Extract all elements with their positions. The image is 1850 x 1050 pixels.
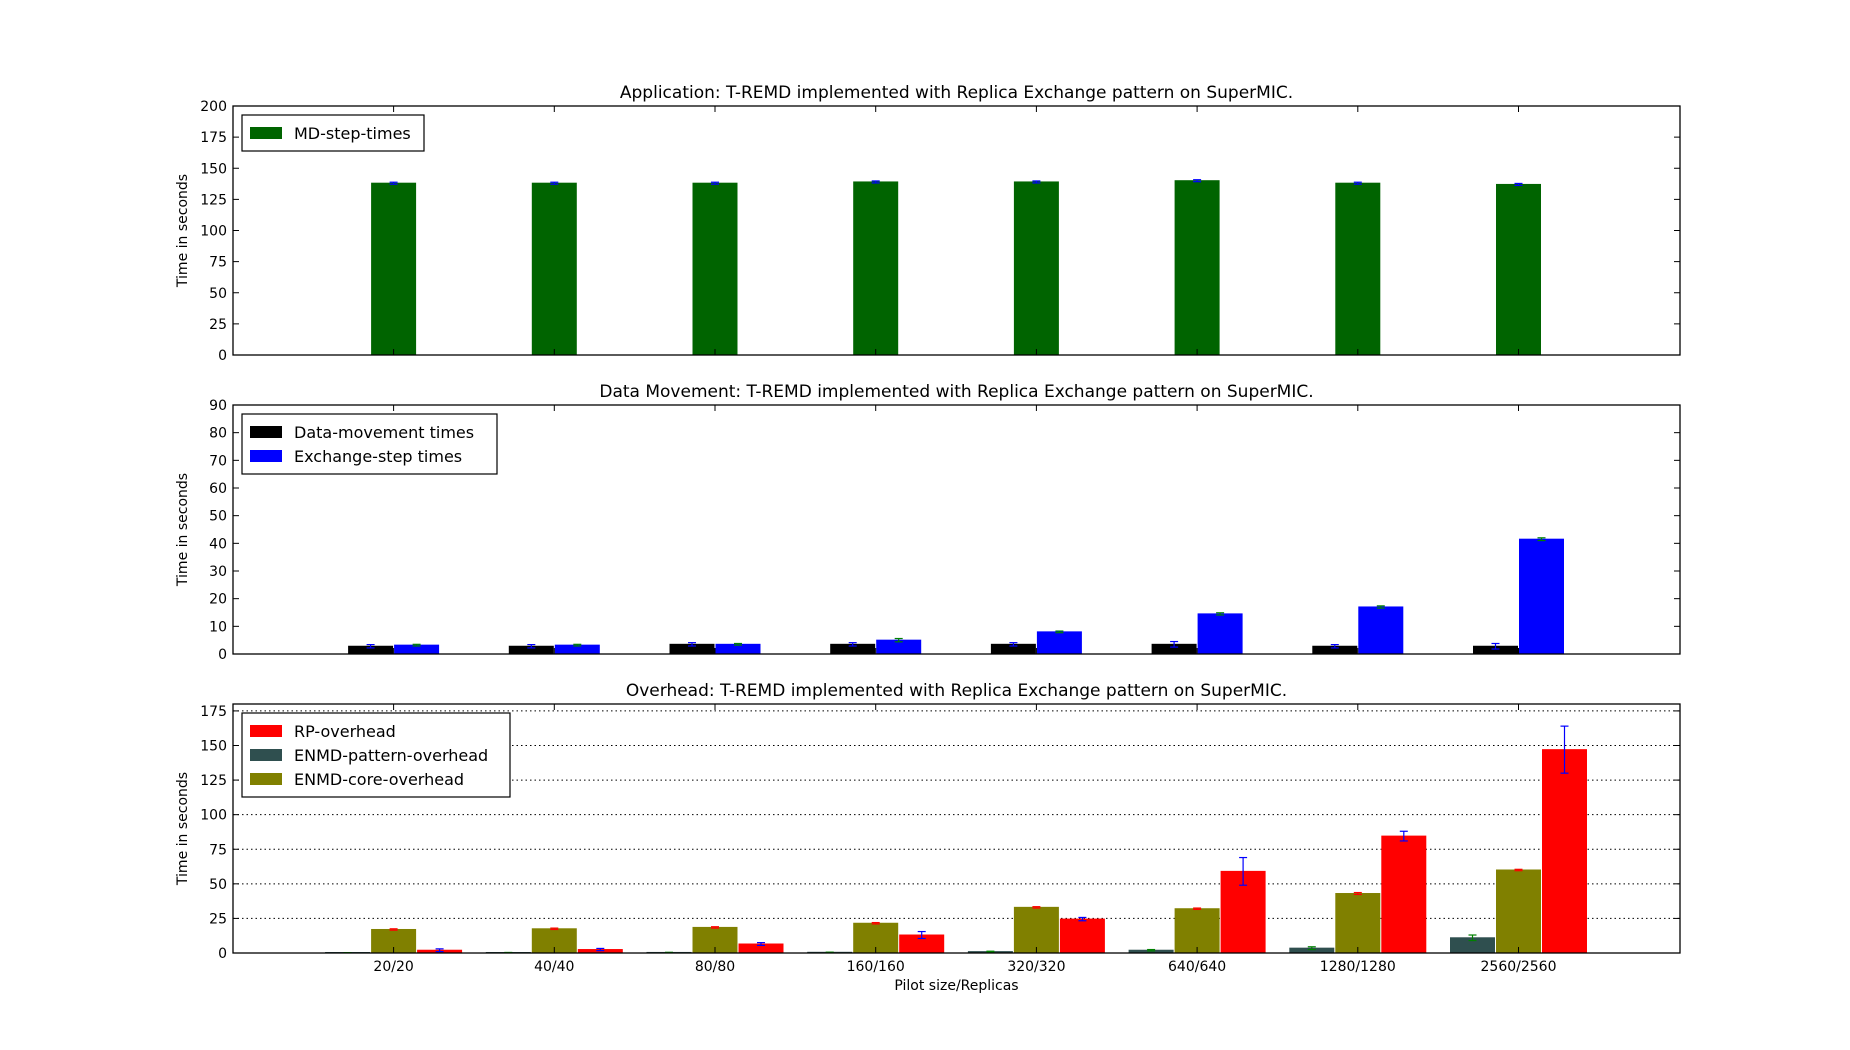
bar-exchange-step-times	[1197, 613, 1243, 655]
bar-md-step-times	[853, 181, 899, 356]
y-tick-label: 200	[200, 99, 227, 115]
bar-md-step-times	[692, 182, 738, 356]
chart-panel-3: Overhead: T-REMD implemented with Replic…	[175, 681, 1681, 994]
bar-rp-overhead	[1542, 749, 1587, 954]
bar-enmd-core-overhead	[1335, 893, 1381, 954]
y-tick-label: 30	[209, 564, 227, 580]
bar-exchange-step-times	[1358, 606, 1404, 655]
bar-enmd-core-overhead	[1496, 869, 1541, 954]
y-tick-label: 50	[209, 286, 227, 302]
legend-label: Exchange-step times	[294, 447, 462, 466]
x-tick-label: 2560/2560	[1481, 959, 1557, 975]
bar-md-step-times	[1013, 181, 1059, 356]
y-tick-label: 100	[200, 224, 227, 240]
x-axis-label: Pilot size/Replicas	[894, 978, 1018, 994]
y-tick-label: 90	[209, 398, 227, 414]
y-tick-label: 50	[209, 509, 227, 525]
y-axis-label: Time in seconds	[175, 772, 191, 886]
bar-md-step-times	[531, 182, 577, 356]
legend-box	[241, 413, 498, 475]
legend-swatch	[250, 426, 282, 438]
y-tick-label: 150	[200, 739, 227, 755]
x-tick-label: 20/20	[373, 959, 413, 975]
legend-label: ENMD-pattern-overhead	[294, 746, 488, 765]
legend-label: ENMD-core-overhead	[294, 770, 464, 789]
y-tick-label: 125	[200, 773, 227, 789]
x-tick-label: 320/320	[1007, 959, 1065, 975]
y-tick-label: 175	[200, 130, 227, 146]
bar-enmd-core-overhead	[1013, 906, 1059, 954]
legend: Data-movement times Exchange-step times	[241, 413, 498, 475]
y-tick-label: 40	[209, 536, 227, 552]
y-tick-label: 80	[209, 426, 227, 442]
y-tick-label: 0	[218, 348, 227, 364]
y-tick-label: 10	[209, 619, 227, 635]
plot-frame	[232, 404, 1681, 655]
y-tick-label: 175	[200, 704, 227, 720]
bar-exchange-step-times	[1519, 538, 1564, 655]
bar-md-step-times	[1496, 183, 1541, 356]
chart-panel-1: Application: T-REMD implemented with Rep…	[175, 83, 1681, 364]
plot-frame	[232, 703, 1681, 954]
legend: RP-overhead ENMD-pattern-overhead ENMD-cor…	[241, 712, 511, 798]
x-tick-label: 40/40	[534, 959, 574, 975]
legend-box	[241, 712, 511, 798]
y-tick-label: 60	[209, 481, 227, 497]
y-tick-label: 100	[200, 808, 227, 824]
legend-label: Data-movement times	[294, 423, 474, 442]
y-tick-label: 75	[209, 255, 227, 271]
y-tick-label: 0	[218, 647, 227, 663]
chart-title: Application: T-REMD implemented with Rep…	[620, 83, 1293, 103]
plot-frame	[232, 105, 1681, 356]
y-tick-label: 125	[200, 192, 227, 208]
y-tick-label: 50	[209, 877, 227, 893]
bar-md-step-times	[371, 182, 417, 356]
legend-label: MD-step-times	[294, 124, 411, 143]
legend-swatch	[250, 127, 282, 139]
legend: MD-step-times	[241, 114, 425, 152]
y-tick-label: 25	[209, 911, 227, 927]
y-tick-label: 75	[209, 842, 227, 858]
y-axis-label: Time in seconds	[175, 174, 191, 288]
legend-swatch	[250, 773, 282, 785]
y-tick-label: 20	[209, 592, 227, 608]
x-tick-label: 80/80	[695, 959, 735, 975]
legend-swatch	[250, 725, 282, 737]
y-tick-label: 150	[200, 161, 227, 177]
chart-title: Data Movement: T-REMD implemented with R…	[599, 382, 1313, 402]
y-tick-label: 25	[209, 317, 227, 333]
legend-label: RP-overhead	[294, 722, 396, 741]
bar-rp-overhead	[1059, 918, 1105, 954]
bar-rp-overhead	[1381, 835, 1427, 954]
chart-panel-2: Data Movement: T-REMD implemented with R…	[175, 382, 1681, 663]
bar-exchange-step-times	[1036, 631, 1082, 655]
y-axis-label: Time in seconds	[175, 473, 191, 587]
x-tick-label: 1280/1280	[1320, 959, 1396, 975]
legend-swatch	[250, 749, 282, 761]
x-tick-label: 640/640	[1168, 959, 1226, 975]
legend-swatch	[250, 450, 282, 462]
bar-enmd-core-overhead	[1174, 908, 1220, 954]
y-tick-label: 70	[209, 453, 227, 469]
y-tick-label: 0	[218, 946, 227, 962]
bar-exchange-step-times	[715, 643, 761, 655]
chart-title: Overhead: T-REMD implemented with Replic…	[626, 681, 1287, 701]
bar-md-step-times	[1335, 182, 1381, 356]
x-tick-label: 160/160	[847, 959, 905, 975]
bar-md-step-times	[1174, 180, 1220, 356]
